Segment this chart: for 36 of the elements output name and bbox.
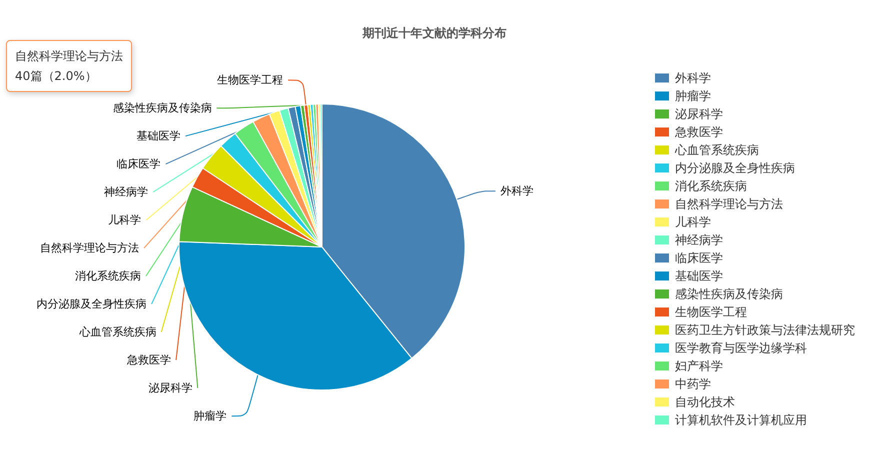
legend-label: 儿科学 [675, 215, 711, 229]
slice-label: 急救医学 [126, 354, 172, 367]
legend-label: 外科学 [675, 71, 711, 85]
chart-title: 期刊近十年文献的学科分布 [362, 26, 506, 40]
legend-label: 内分泌腺及全身性疾病 [675, 161, 795, 175]
slice-label: 生物医学工程 [217, 74, 284, 87]
legend-label: 感染性疾病及传染病 [675, 287, 783, 301]
legend-label: 中药学 [675, 377, 711, 391]
legend-label: 医学教育与医学边缘学科 [675, 341, 807, 355]
legend-label: 消化系统疾病 [675, 179, 747, 193]
legend-label: 自动化技术 [675, 395, 735, 409]
legend-label: 医药卫生方针政策与法律法规研究 [675, 323, 855, 337]
legend-label: 基础医学 [675, 269, 723, 283]
legend-label: 神经病学 [675, 233, 723, 247]
slice-label: 内分泌腺及全身性疾病 [36, 298, 147, 311]
legend-label: 自然科学理论与方法 [675, 197, 783, 211]
slice-label: 泌尿科学 [148, 382, 193, 395]
slice-label: 神经病学 [104, 186, 148, 199]
legend-label: 临床医学 [675, 251, 723, 265]
slice-label: 心血管系统疾病 [78, 326, 156, 339]
slice-label: 自然科学理论与方法 [40, 242, 140, 255]
slice-label: 感染性疾病及传染病 [112, 102, 212, 115]
slice-label: 儿科学 [108, 214, 142, 227]
slice-label: 外科学 [500, 184, 534, 198]
legend-label: 生物医学工程 [675, 305, 747, 319]
text: 自然科学理论与方法 40篇（2.0%） [6, 40, 132, 92]
slice-label: 消化系统疾病 [74, 270, 141, 283]
slice-label: 基础医学 [136, 130, 180, 143]
slice-label: 肿瘤学 [194, 410, 227, 423]
legend-label: 计算机软件及计算机应用 [675, 413, 807, 427]
legend-label: 泌尿科学 [675, 107, 723, 121]
legend-label: 妇产科学 [675, 359, 723, 373]
legend-label: 心血管系统疾病 [674, 143, 759, 157]
legend-label: 急救医学 [674, 125, 723, 139]
legend-label: 肿瘤学 [675, 89, 711, 103]
slice-label: 临床医学 [116, 158, 161, 171]
